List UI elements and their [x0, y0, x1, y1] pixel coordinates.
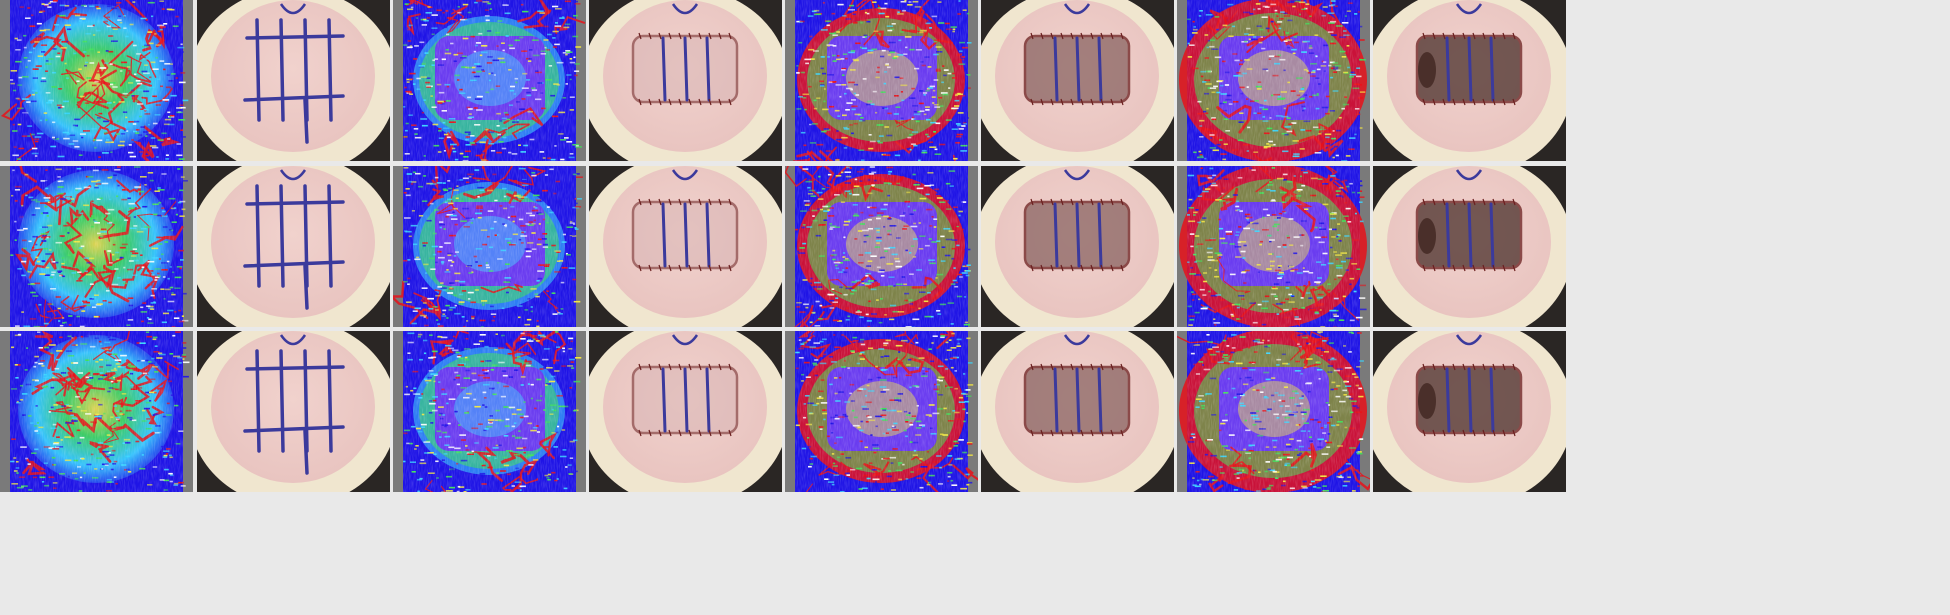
nose-mark	[1063, 3, 1091, 15]
flap-marker-lines	[661, 367, 711, 433]
perfusion-map-panel-r1-c1	[0, 0, 193, 161]
marker-grid	[243, 349, 345, 475]
flap-marker-lines	[1053, 202, 1103, 268]
marker-grid	[243, 18, 345, 144]
skin-photo-panel-r3-c2	[197, 331, 390, 492]
skin-photo-panel-r1-c2	[197, 0, 390, 161]
nose-mark	[279, 169, 307, 181]
skin-photo-panel-r3-c4	[589, 331, 782, 492]
nose-mark	[671, 3, 699, 15]
scanline-noise	[795, 0, 968, 161]
skin-photo-panel-r1-c8	[1373, 0, 1566, 161]
perfusion-map-panel-r2-c5	[785, 166, 978, 327]
scanline-noise	[795, 331, 968, 492]
skin-photo-panel-r2-c4	[589, 166, 782, 327]
flap-marker-lines	[661, 36, 711, 102]
perfusion-map-panel-r3-c5	[785, 331, 978, 492]
scanline-noise	[10, 0, 183, 161]
perfusion-map-panel-r1-c7	[1177, 0, 1370, 161]
scanline-noise	[1187, 0, 1360, 161]
perfusion-map-panel-r2-c1	[0, 166, 193, 327]
shaved-skin	[211, 331, 375, 483]
nose-mark	[671, 169, 699, 181]
skin-photo-panel-r2-c2	[197, 166, 390, 327]
sutures	[638, 32, 732, 106]
scanline-noise	[1187, 166, 1360, 327]
nose-mark	[279, 3, 307, 15]
scanline-noise	[403, 166, 576, 327]
sutures	[1422, 32, 1516, 106]
sutures	[1422, 363, 1516, 437]
nose-mark	[1455, 334, 1483, 346]
scanline-noise	[10, 166, 183, 327]
flap-marker-lines	[1445, 202, 1495, 268]
necrosis-spot	[1418, 52, 1436, 88]
skin-photo-panel-r1-c4	[589, 0, 782, 161]
nose-mark	[1455, 3, 1483, 15]
marker-grid	[243, 184, 345, 310]
scanline-noise	[403, 331, 576, 492]
necrosis-spot	[1418, 383, 1436, 419]
skin-photo-panel-r3-c8	[1373, 331, 1566, 492]
perfusion-map-panel-r3-c1	[0, 331, 193, 492]
nose-mark	[1063, 169, 1091, 181]
scanline-noise	[795, 166, 968, 327]
nose-mark	[279, 334, 307, 346]
necrosis-spot	[1418, 218, 1436, 254]
nose-mark	[1063, 334, 1091, 346]
skin-photo-panel-r1-c6	[981, 0, 1174, 161]
perfusion-map-panel-r3-c7	[1177, 331, 1370, 492]
perfusion-map-panel-r3-c3	[393, 331, 586, 492]
sutures	[638, 198, 732, 272]
skin-photo-panel-r2-c6	[981, 166, 1174, 327]
flap-marker-lines	[1053, 367, 1103, 433]
perfusion-map-panel-r2-c3	[393, 166, 586, 327]
perfusion-map-panel-r1-c3	[393, 0, 586, 161]
skin-photo-panel-r3-c6	[981, 331, 1174, 492]
sutures	[1422, 198, 1516, 272]
flap-marker-lines	[661, 202, 711, 268]
shaved-skin	[211, 166, 375, 318]
scanline-noise	[10, 331, 183, 492]
sutures	[1030, 363, 1124, 437]
flap-marker-lines	[1445, 36, 1495, 102]
sutures	[1030, 32, 1124, 106]
skin-photo-panel-r2-c8	[1373, 166, 1566, 327]
sutures	[638, 363, 732, 437]
flap-marker-lines	[1053, 36, 1103, 102]
nose-mark	[1455, 169, 1483, 181]
perfusion-map-panel-r2-c7	[1177, 166, 1370, 327]
sutures	[1030, 198, 1124, 272]
perfusion-map-panel-r1-c5	[785, 0, 978, 161]
scanline-noise	[1187, 331, 1360, 492]
scanline-noise	[403, 0, 576, 161]
flap-marker-lines	[1445, 367, 1495, 433]
shaved-skin	[211, 0, 375, 152]
nose-mark	[671, 334, 699, 346]
